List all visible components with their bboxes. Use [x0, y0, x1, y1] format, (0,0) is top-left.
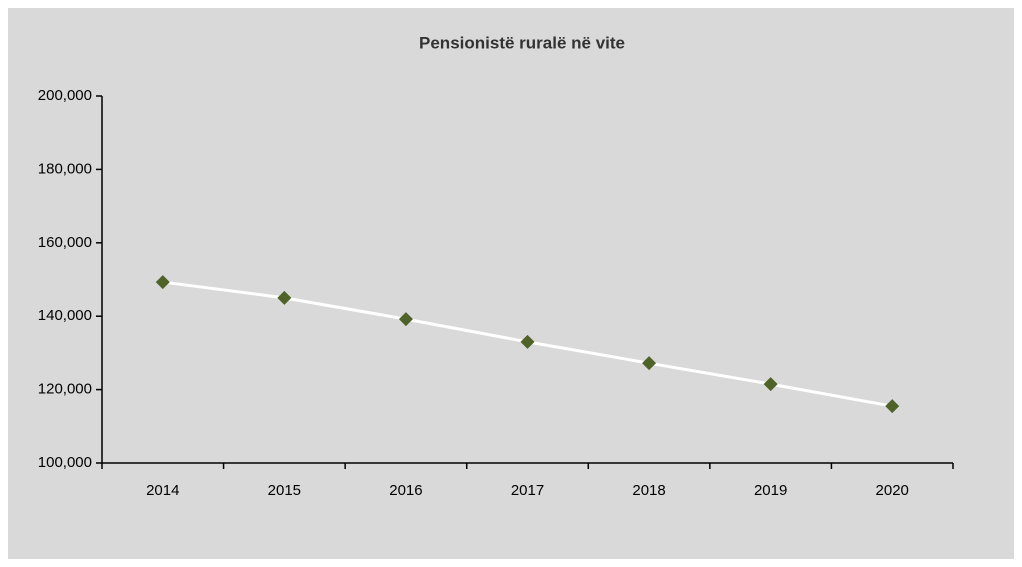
- marker: [155, 275, 170, 290]
- marker: [520, 334, 535, 349]
- y-tick-label: 120,000: [38, 381, 92, 398]
- y-tick-label: 140,000: [38, 307, 92, 324]
- marker: [763, 377, 778, 392]
- x-tick-label: 2016: [389, 482, 422, 499]
- x-tick-label: 2018: [632, 482, 665, 499]
- x-tick-label: 2020: [876, 482, 909, 499]
- y-tick-label: 200,000: [38, 87, 92, 104]
- marker: [398, 312, 413, 327]
- x-tick-label: 2019: [754, 482, 787, 499]
- y-tick-label: 160,000: [38, 234, 92, 251]
- x-tick-label: 2015: [268, 482, 301, 499]
- marker: [642, 356, 657, 371]
- marker: [885, 399, 900, 414]
- y-tick-label: 180,000: [38, 160, 92, 177]
- x-tick-label: 2014: [146, 482, 179, 499]
- marker: [277, 290, 292, 305]
- y-tick-label: 100,000: [38, 454, 92, 471]
- chart-title: Pensionistë ruralë në vite: [419, 33, 625, 52]
- x-tick-label: 2017: [511, 482, 544, 499]
